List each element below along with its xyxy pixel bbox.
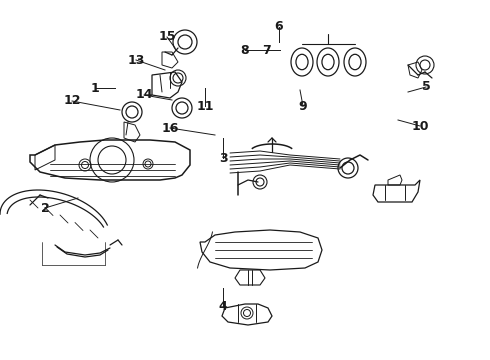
Text: 8: 8 (241, 44, 249, 57)
Text: 12: 12 (63, 94, 81, 108)
Text: 5: 5 (421, 81, 430, 94)
Text: 10: 10 (411, 120, 429, 132)
Text: 6: 6 (275, 21, 283, 33)
Text: 3: 3 (219, 152, 227, 165)
Text: 13: 13 (127, 54, 145, 67)
Text: 9: 9 (299, 99, 307, 112)
Text: 2: 2 (41, 202, 49, 215)
Text: 15: 15 (158, 31, 176, 44)
Text: 1: 1 (91, 81, 99, 94)
Text: 14: 14 (135, 89, 153, 102)
Text: 7: 7 (262, 44, 270, 57)
Text: 11: 11 (196, 99, 214, 112)
Text: 4: 4 (219, 301, 227, 314)
Text: 16: 16 (161, 122, 179, 135)
